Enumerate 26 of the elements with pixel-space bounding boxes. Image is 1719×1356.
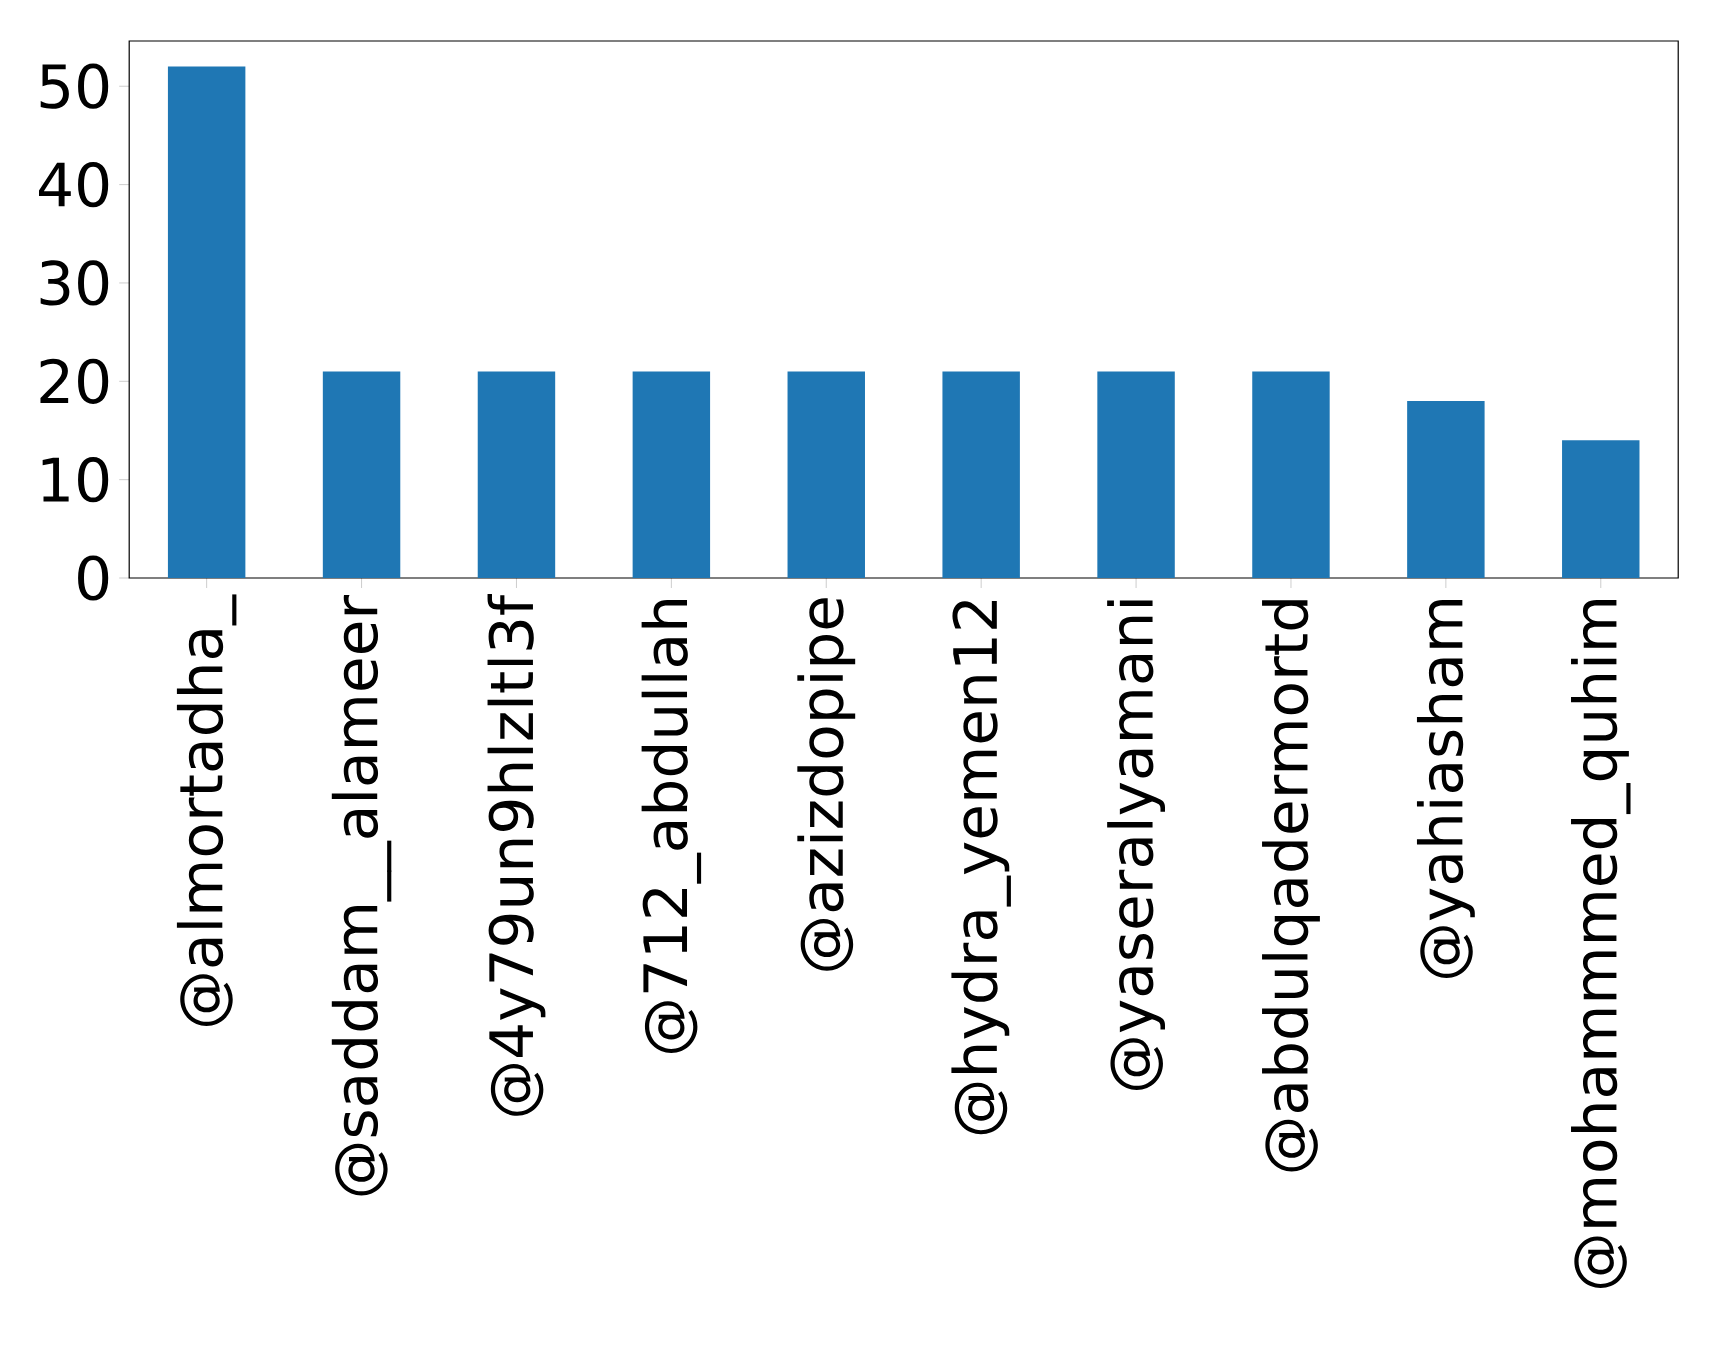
x-tick-label: @azizdopipe <box>797 598 856 971</box>
bar <box>1407 400 1485 579</box>
bar <box>1562 440 1640 579</box>
x-tick-label: @4y79un9hlzltl3f <box>487 593 546 1116</box>
x-tick-label: @saddam__alameer <box>331 595 392 1196</box>
x-tick-label: @yaseralyamani <box>1107 600 1165 1090</box>
y-tick-label: 30 <box>40 260 109 306</box>
y-tick-label: 0 <box>78 555 109 601</box>
bar <box>1097 371 1175 579</box>
x-tick-label: @abdulqadermortd <box>1262 600 1320 1172</box>
y-tick-label: 40 <box>39 161 109 208</box>
x-tick-label: @mohammmed_quhim <box>1571 600 1631 1289</box>
bar <box>477 371 556 579</box>
x-tick-label: @712_abdullah <box>641 600 702 1054</box>
bar <box>632 371 711 579</box>
y-tick-label: 20 <box>40 358 109 404</box>
bar <box>322 371 401 579</box>
bar <box>787 371 865 579</box>
x-tick-label: @almortadha_ <box>176 594 237 1026</box>
bar <box>1252 371 1330 579</box>
y-tick-label: 10 <box>42 457 109 503</box>
bar <box>942 371 1020 579</box>
x-tick-label: @yahiasham <box>1416 600 1475 978</box>
x-tick-label: @hydra_yemen12 <box>951 601 1011 1135</box>
bar <box>167 66 246 579</box>
y-tick-label: 50 <box>40 63 109 109</box>
